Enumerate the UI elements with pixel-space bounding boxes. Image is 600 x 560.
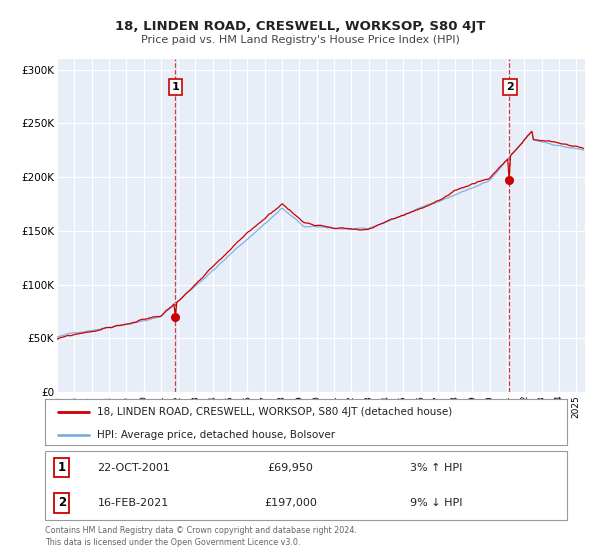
Text: 18, LINDEN ROAD, CRESWELL, WORKSOP, S80 4JT (detached house): 18, LINDEN ROAD, CRESWELL, WORKSOP, S80 … [97, 407, 452, 417]
Text: £197,000: £197,000 [264, 498, 317, 508]
Text: 1: 1 [58, 461, 66, 474]
Text: 1: 1 [172, 82, 179, 92]
Text: Price paid vs. HM Land Registry's House Price Index (HPI): Price paid vs. HM Land Registry's House … [140, 35, 460, 45]
Text: 16-FEB-2021: 16-FEB-2021 [98, 498, 169, 508]
Text: 22-OCT-2001: 22-OCT-2001 [97, 463, 170, 473]
Text: £69,950: £69,950 [268, 463, 313, 473]
Text: 2: 2 [58, 496, 66, 510]
Text: 2: 2 [506, 82, 514, 92]
Text: 3% ↑ HPI: 3% ↑ HPI [410, 463, 463, 473]
Text: 18, LINDEN ROAD, CRESWELL, WORKSOP, S80 4JT: 18, LINDEN ROAD, CRESWELL, WORKSOP, S80 … [115, 20, 485, 32]
Text: Contains HM Land Registry data © Crown copyright and database right 2024.
This d: Contains HM Land Registry data © Crown c… [45, 526, 357, 547]
Text: 9% ↓ HPI: 9% ↓ HPI [410, 498, 463, 508]
Text: HPI: Average price, detached house, Bolsover: HPI: Average price, detached house, Bols… [97, 430, 335, 440]
